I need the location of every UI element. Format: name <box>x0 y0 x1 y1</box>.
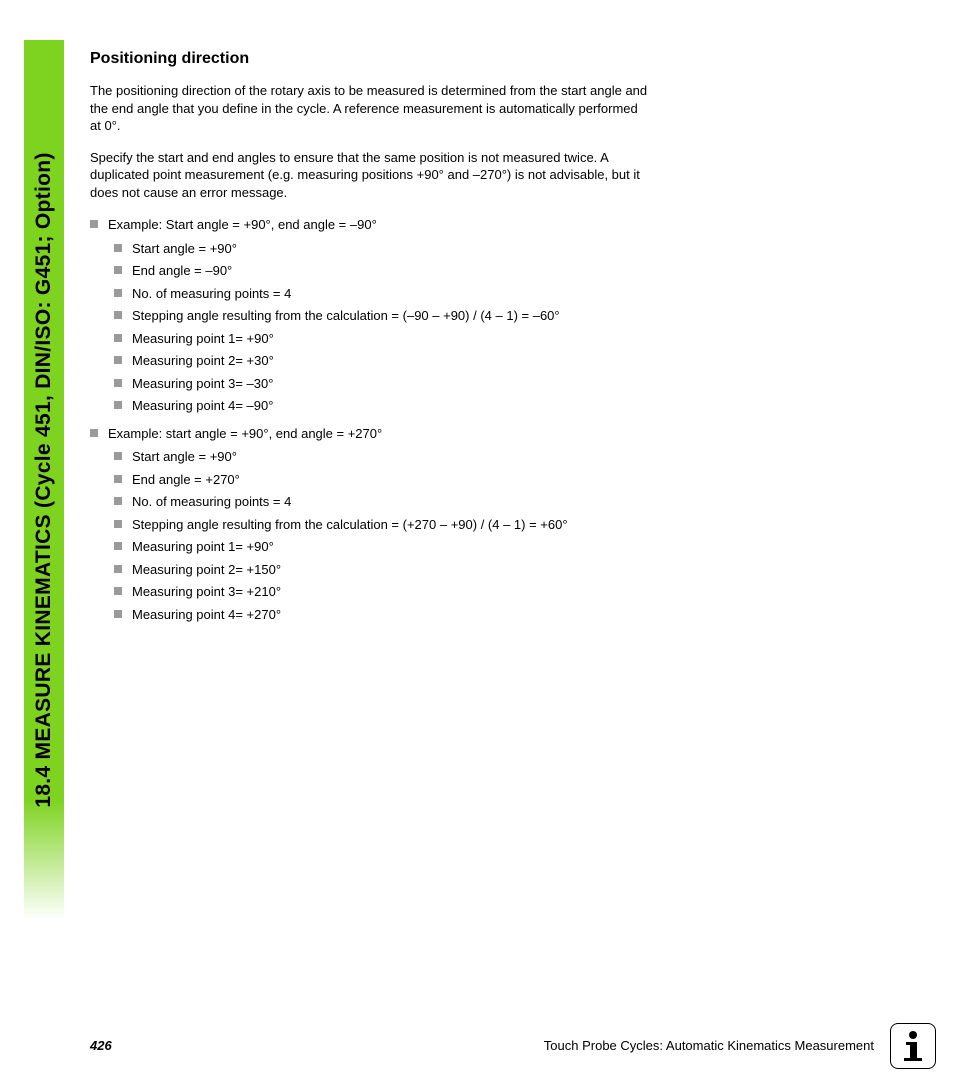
main-content: Positioning direction The positioning di… <box>90 50 650 632</box>
info-icon <box>890 1023 936 1069</box>
example-1: Example: Start angle = +90°, end angle =… <box>90 215 650 416</box>
list-item: Measuring point 1= +90° <box>114 329 650 349</box>
paragraph-2: Specify the start and end angles to ensu… <box>90 149 650 202</box>
list-item: Start angle = +90° <box>114 447 650 467</box>
list-item: No. of measuring points = 4 <box>114 492 650 512</box>
list-item: Measuring point 2= +30° <box>114 351 650 371</box>
list-item: Stepping angle resulting from the calcul… <box>114 306 650 326</box>
page-number: 426 <box>90 1038 112 1053</box>
list-item: Measuring point 3= +210° <box>114 582 650 602</box>
list-item: Start angle = +90° <box>114 239 650 259</box>
list-item: Measuring point 4= –90° <box>114 396 650 416</box>
example-1-title: Example: Start angle = +90°, end angle =… <box>108 217 377 232</box>
section-heading: Positioning direction <box>90 50 650 68</box>
list-item: Measuring point 4= +270° <box>114 605 650 625</box>
example-1-items: Start angle = +90° End angle = –90° No. … <box>114 239 650 416</box>
list-item: End angle = +270° <box>114 470 650 490</box>
list-item: Measuring point 3= –30° <box>114 374 650 394</box>
list-item: End angle = –90° <box>114 261 650 281</box>
example-2: Example: start angle = +90°, end angle =… <box>90 424 650 625</box>
example-2-items: Start angle = +90° End angle = +270° No.… <box>114 447 650 624</box>
sidebar-title: 18.4 MEASURE KINEMATICS (Cycle 451, DIN/… <box>32 152 56 807</box>
sidebar-tab: 18.4 MEASURE KINEMATICS (Cycle 451, DIN/… <box>24 40 64 920</box>
example-2-title: Example: start angle = +90°, end angle =… <box>108 426 382 441</box>
paragraph-1: The positioning direction of the rotary … <box>90 82 650 135</box>
list-item: No. of measuring points = 4 <box>114 284 650 304</box>
page-footer: 426 Touch Probe Cycles: Automatic Kinema… <box>0 1021 954 1071</box>
list-item: Stepping angle resulting from the calcul… <box>114 515 650 535</box>
list-item: Measuring point 2= +150° <box>114 560 650 580</box>
list-item: Measuring point 1= +90° <box>114 537 650 557</box>
footer-text: Touch Probe Cycles: Automatic Kinematics… <box>544 1038 874 1053</box>
example-list: Example: Start angle = +90°, end angle =… <box>90 215 650 624</box>
